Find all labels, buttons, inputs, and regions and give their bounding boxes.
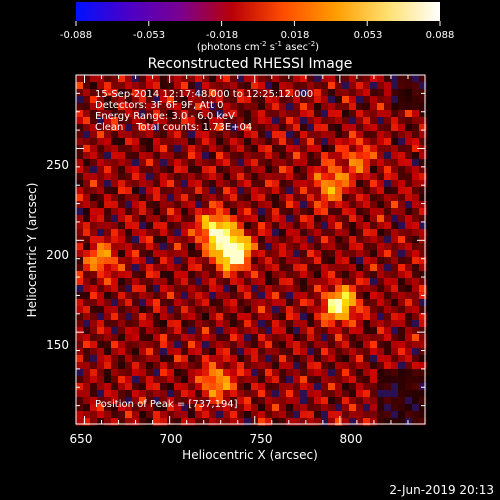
colorbar-tick-label: 0.053 <box>354 30 383 41</box>
info-line: Energy Range: 3.0 - 6.0 keV <box>95 111 235 122</box>
y-tick-label: 200 <box>46 248 69 262</box>
x-tick-label: 650 <box>70 432 93 446</box>
info-line: Detectors: 3F 6F 9F, Att 0 <box>95 100 223 111</box>
colorbar-units: (photons cm-2 s-1 asec-2) <box>197 40 319 53</box>
colorbar-tick-marks <box>75 21 441 26</box>
y-axis-label: Heliocentric Y (arcsec) <box>25 183 39 318</box>
colorbar: -0.088 -0.053 -0.018 0.018 0.053 0.088 (… <box>60 2 454 53</box>
colorbar-tick-label: -0.018 <box>206 30 238 41</box>
x-tick-label: 750 <box>250 432 273 446</box>
colorbar-tick-label: 0.088 <box>426 30 455 41</box>
x-axis-label: Heliocentric X (arcsec) <box>182 448 318 462</box>
x-tick-label: 700 <box>160 432 183 446</box>
rhessi-image <box>75 74 427 426</box>
image-title: Reconstructed RHESSI Image <box>148 56 353 72</box>
info-line: 15-Sep-2014 12:17:48.000 to 12:25:12.000 <box>95 89 313 100</box>
colorbar-tick-label: 0.018 <box>281 30 310 41</box>
info-line: Clean Total counts: 1.73E+04 <box>95 122 252 133</box>
axis-tick-marks <box>76 74 426 424</box>
peak-position-label: Position of Peak = [737,194] <box>95 399 238 410</box>
timestamp: 2-Jun-2019 20:13 <box>389 483 494 497</box>
colorbar-strip <box>76 2 440 21</box>
x-tick-label: 800 <box>340 432 363 446</box>
colorbar-tick-label: -0.088 <box>60 30 92 41</box>
y-tick-label: 250 <box>46 158 69 172</box>
y-tick-label: 150 <box>46 338 69 352</box>
image-pixels <box>76 75 427 426</box>
plot-frame <box>75 74 426 425</box>
colorbar-tick-label: -0.053 <box>133 30 165 41</box>
